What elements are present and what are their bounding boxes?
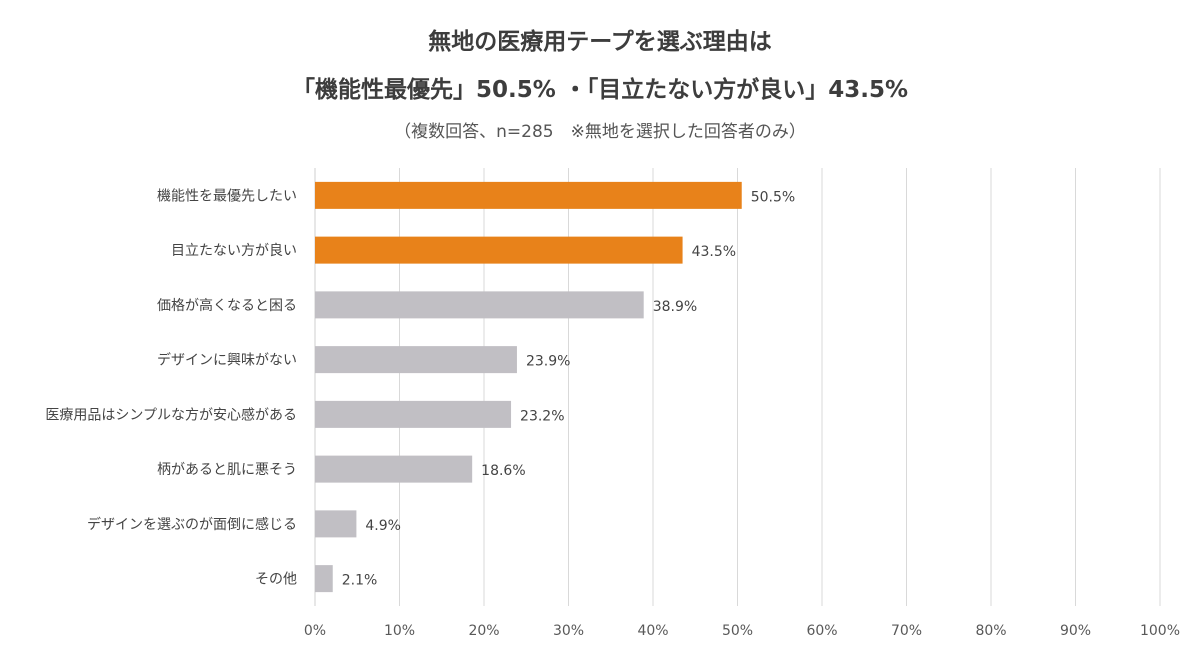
chart-subtitle-main: 「機能性最優先」50.5% ・「目立たない方が良い」43.5% <box>291 77 909 103</box>
bar-7 <box>315 510 357 538</box>
bar-6 <box>315 455 473 483</box>
category-label: 機能性を最優先したい <box>157 188 297 204</box>
category-label: デザインに興味がない <box>157 352 297 369</box>
x-tick-label: 50% <box>722 623 753 639</box>
chart-subtitle-note: （複数回答、n=285 ※無地を選択した回答者のみ） <box>394 122 806 142</box>
bar-1 <box>315 181 742 209</box>
category-label: その他 <box>255 572 297 588</box>
x-tick-label: 0% <box>304 623 326 639</box>
bar-5 <box>315 400 512 428</box>
data-label: 23.9% <box>526 354 570 370</box>
x-tick-label: 30% <box>553 623 584 639</box>
category-label: 医療用品はシンプルな方が安心感がある <box>45 406 297 423</box>
x-tick-label: 10% <box>384 623 415 639</box>
bar-4 <box>315 346 517 374</box>
category-label: デザインを選ぶのが面倒に感じる <box>87 516 297 533</box>
data-label: 38.9% <box>653 299 697 315</box>
data-label: 18.6% <box>481 463 525 479</box>
data-label: 4.9% <box>365 518 401 534</box>
category-label: 目立たない方が良い <box>171 243 297 259</box>
x-tick-label: 100% <box>1140 623 1180 639</box>
x-tick-label: 40% <box>637 623 668 639</box>
x-tick-label: 20% <box>468 623 499 639</box>
x-tick-label: 80% <box>975 623 1006 639</box>
data-label: 2.1% <box>342 573 378 589</box>
chart-title: 無地の医療用テープを選ぶ理由は <box>428 29 772 55</box>
category-label: 価格が高くなると困る <box>157 297 297 314</box>
data-label: 23.2% <box>520 408 564 424</box>
bar-3 <box>315 291 644 319</box>
category-label: 柄があると肌に悪そう <box>157 462 297 478</box>
data-label: 43.5% <box>692 244 736 260</box>
bar-2 <box>315 236 683 264</box>
x-tick-label: 70% <box>891 623 922 639</box>
data-label: 50.5% <box>751 189 795 205</box>
x-tick-label: 90% <box>1060 623 1091 639</box>
bar-8 <box>315 565 333 593</box>
x-tick-label: 60% <box>806 623 837 639</box>
